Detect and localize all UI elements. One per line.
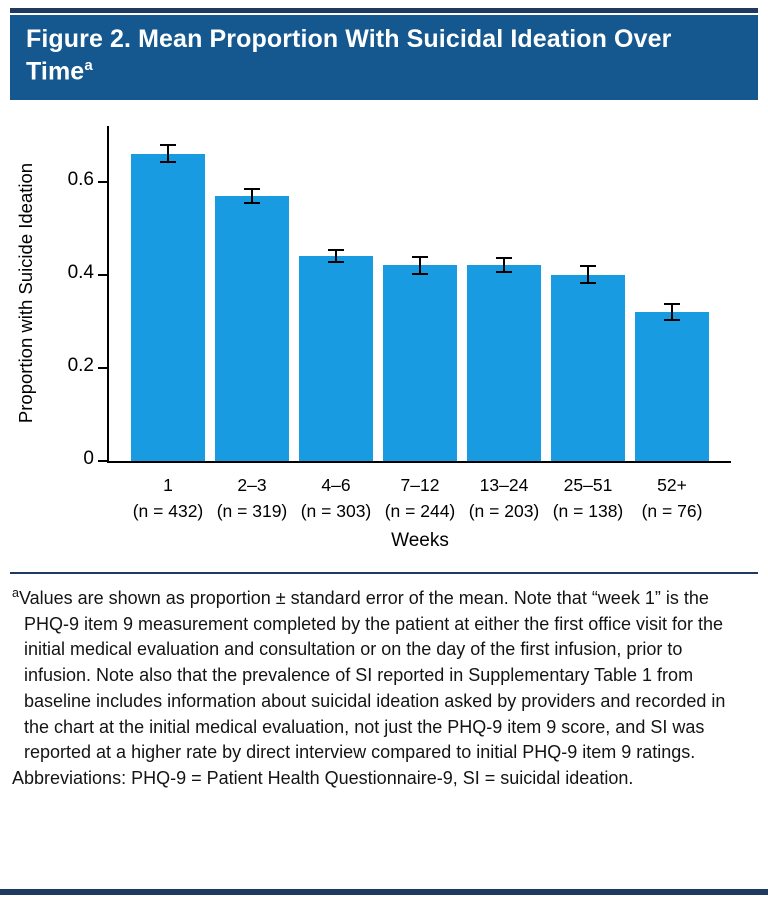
figure-title-superscript: a: [84, 56, 93, 74]
error-bar-cap: [496, 257, 512, 260]
x-tick-category: 52+: [657, 474, 687, 495]
x-tick-label: 13–24 (n = 203): [456, 472, 552, 525]
x-tick-n-label: (n = 203): [468, 501, 540, 522]
error-bar: [671, 303, 673, 321]
x-tick-label: 7–12 (n = 244): [372, 472, 468, 525]
y-tick-mark: [98, 180, 107, 183]
error-bar-cap: [580, 265, 596, 268]
y-tick-label: 0: [83, 447, 94, 469]
bar: [131, 153, 205, 461]
x-tick-label: 4–6 (n = 303): [288, 472, 384, 525]
x-tick-category: 1: [163, 474, 173, 495]
x-tick-label: 52+ (n = 76): [624, 472, 720, 525]
footnote: aValues are shown as proportion ± standa…: [12, 585, 754, 766]
x-tick-n-label: (n = 76): [641, 501, 703, 522]
x-tick-n-label: (n = 303): [300, 501, 372, 522]
x-tick-label: 2–3 (n = 319): [204, 472, 300, 525]
x-tick-n-label: (n = 319): [216, 501, 288, 522]
y-tick-label: 0.4: [67, 261, 94, 283]
bar: [551, 274, 625, 461]
figure-title: Figure 2. Mean Proportion With Suicidal …: [26, 25, 672, 86]
x-tick-category: 2–3: [237, 474, 267, 495]
bottom-rule: [0, 889, 768, 895]
y-tick-label: 0.2: [67, 354, 94, 376]
error-bar-cap: [664, 302, 680, 305]
y-tick-mark: [98, 459, 107, 462]
error-bar-cap: [412, 256, 428, 259]
abbreviations: Abbreviations: PHQ-9 = Patient Health Qu…: [12, 767, 634, 788]
x-tick-category: 13–24: [479, 474, 529, 495]
error-bar-cap: [244, 201, 260, 204]
bar-chart: Proportion with Suicide Ideation Weeks 0…: [10, 125, 758, 560]
y-tick-label: 0.6: [67, 168, 94, 190]
error-bar-cap: [580, 282, 596, 285]
error-bar-cap: [160, 144, 176, 147]
footnote-marker: a: [12, 585, 19, 600]
error-bar-cap: [412, 272, 428, 275]
footnote-divider: [10, 571, 758, 574]
figure-2: Figure 2. Mean Proportion With Suicidal …: [10, 8, 758, 792]
footnote-text: Values are shown as proportion ± standar…: [18, 587, 726, 763]
x-tick-n-label: (n = 244): [384, 501, 456, 522]
error-bar-cap: [496, 271, 512, 274]
error-bar: [419, 257, 421, 274]
x-tick-category: 4–6: [321, 474, 351, 495]
error-bar: [251, 188, 253, 203]
error-bar-cap: [328, 249, 344, 252]
bar: [635, 311, 709, 461]
error-bar-cap: [664, 319, 680, 322]
x-axis-title: Weeks: [391, 529, 449, 551]
x-tick-label: 25–51 (n = 138): [540, 472, 636, 525]
plot-area: [107, 125, 731, 463]
x-tick-category: 7–12: [400, 474, 440, 495]
x-tick-n-label: (n = 138): [552, 501, 624, 522]
error-bar: [587, 266, 589, 284]
y-axis-title: Proportion with Suicide Ideation: [15, 162, 36, 423]
error-bar-cap: [328, 261, 344, 264]
top-rule: [10, 8, 758, 13]
bar: [383, 265, 457, 461]
bar: [215, 195, 289, 461]
y-tick-mark: [98, 273, 107, 276]
error-bar-cap: [160, 161, 176, 164]
y-tick-mark: [98, 366, 107, 369]
figure-header: Figure 2. Mean Proportion With Suicidal …: [10, 15, 758, 100]
bar: [299, 256, 373, 461]
x-tick-category: 25–51: [563, 474, 613, 495]
x-tick-n-label: (n = 432): [132, 501, 204, 522]
error-bar: [167, 145, 169, 163]
x-tick-label: 1 (n = 432): [120, 472, 216, 525]
error-bar-cap: [244, 187, 260, 190]
figure-notes: aValues are shown as proportion ± standa…: [10, 574, 758, 792]
bar: [467, 265, 541, 461]
error-bar: [503, 258, 505, 273]
error-bar: [335, 250, 337, 263]
